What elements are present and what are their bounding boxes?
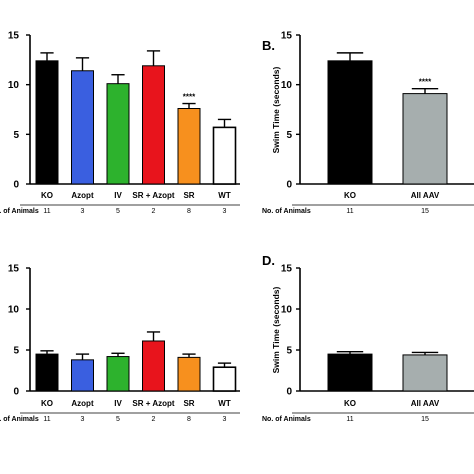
animal-count: 11: [43, 416, 50, 423]
y-tick-label: 10: [281, 305, 293, 316]
category-label: KO: [344, 191, 356, 200]
category-label: WT: [218, 191, 231, 200]
y-tick-label: 10: [8, 305, 20, 316]
chart-panel-a: 0 5 10 15 KO 11 Azopt 3 IV 5 SR + Azopt 2 **** SR 8 WT 3…: [0, 31, 240, 215]
bar-sr-azopt: [142, 65, 165, 185]
animal-count: 3: [223, 416, 227, 423]
row-label-animals: No. of Animals: [262, 208, 311, 215]
y-tick-label: 0: [13, 180, 19, 191]
category-label: SR + Azopt: [132, 399, 174, 408]
animal-count: 2: [152, 416, 156, 423]
bar-sr: [177, 356, 201, 392]
bar-wt: [212, 366, 237, 392]
panel-label: B.: [262, 38, 275, 53]
significance-label: ****: [419, 78, 432, 87]
significance-label: ****: [183, 93, 196, 102]
category-label: SR: [183, 191, 194, 200]
chart-panel-b: 0 5 10 15 KO 11 **** All AAV 15 No. of Animals B. S…: [262, 31, 474, 215]
bar-ko: [327, 353, 373, 392]
animal-count: 3: [81, 208, 85, 215]
y-tick-label: 0: [13, 387, 19, 398]
panel-label: D.: [262, 253, 275, 268]
y-tick-label: 0: [286, 180, 292, 191]
bar-all-aav: [402, 354, 448, 392]
y-tick-label: 5: [13, 130, 19, 141]
category-label: All AAV: [411, 399, 440, 408]
bar-iv: [106, 83, 130, 185]
animal-count: 15: [421, 416, 429, 423]
y-tick-label: 5: [286, 130, 292, 141]
row-label-animals: No. of Animals: [0, 208, 39, 215]
category-label: IV: [114, 399, 122, 408]
animal-count: 11: [346, 208, 353, 215]
bar-all-aav: [402, 93, 448, 185]
y-tick-label: 0: [286, 387, 292, 398]
bar-sr-azopt: [142, 340, 165, 392]
y-tick-label: 10: [281, 80, 293, 91]
bar-iv: [106, 356, 130, 392]
chart-panel-c: 0 5 10 15 KO 11 Azopt 3 IV 5 SR + Azopt 2 SR 8 WT 3 No. …: [0, 264, 240, 423]
animal-count: 8: [187, 208, 191, 215]
category-label: All AAV: [411, 191, 440, 200]
bar-azopt: [71, 359, 94, 392]
y-tick-label: 5: [13, 346, 19, 357]
y-tick-label: 15: [281, 31, 293, 42]
y-tick-label: 15: [281, 264, 293, 275]
category-label: IV: [114, 191, 122, 200]
category-label: Azopt: [71, 399, 94, 408]
category-label: Azopt: [71, 191, 94, 200]
category-label: SR + Azopt: [132, 191, 174, 200]
animal-count: 11: [43, 208, 50, 215]
row-label-animals: No. of Animals: [262, 416, 311, 423]
y-tick-label: 5: [286, 346, 292, 357]
category-label: KO: [41, 191, 53, 200]
y-tick-label: 15: [8, 31, 20, 42]
bar-ko: [327, 60, 373, 185]
y-axis-label: Swim Time (seconds): [271, 66, 281, 153]
bar-ko: [35, 60, 59, 185]
animal-count: 3: [81, 416, 85, 423]
bar-wt: [212, 126, 237, 185]
animal-count: 15: [421, 208, 429, 215]
y-tick-label: 15: [8, 264, 20, 275]
y-axis-label: Swim Time (seconds): [271, 286, 281, 373]
chart-panel-d: 0 5 10 15 KO 11 All AAV 15 No. of Animals D. Swim …: [262, 253, 474, 423]
bar-azopt: [71, 70, 94, 185]
animal-count: 3: [223, 208, 227, 215]
bar-ko: [35, 353, 59, 392]
animal-count: 5: [116, 416, 120, 423]
bar-sr: [177, 108, 201, 185]
animal-count: 2: [152, 208, 156, 215]
category-label: SR: [183, 399, 194, 408]
category-label: KO: [41, 399, 53, 408]
category-label: KO: [344, 399, 356, 408]
animal-count: 11: [346, 416, 353, 423]
category-label: WT: [218, 399, 231, 408]
animal-count: 8: [187, 416, 191, 423]
animal-count: 5: [116, 208, 120, 215]
row-label-animals: No. of Animals: [0, 416, 39, 423]
y-tick-label: 10: [8, 80, 20, 91]
